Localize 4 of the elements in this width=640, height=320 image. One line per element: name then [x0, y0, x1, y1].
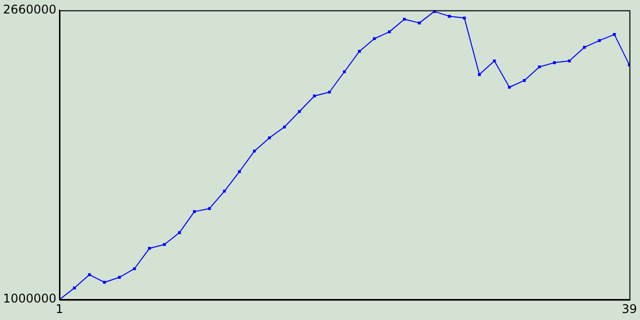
x-tick-label: 1	[56, 302, 64, 316]
y-tick-label: 1000000	[2, 292, 56, 306]
x-tick-label: 39	[622, 302, 638, 316]
y-tick-label: 2660000	[2, 2, 56, 16]
